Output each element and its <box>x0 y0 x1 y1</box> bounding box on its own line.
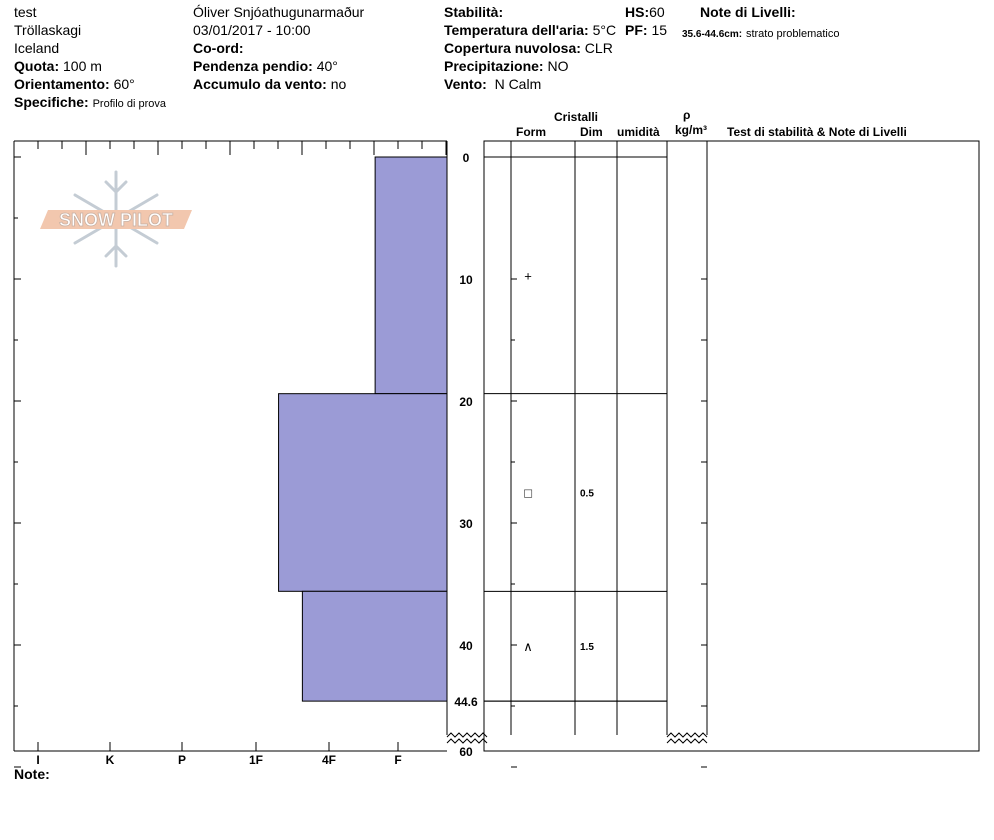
slope: Pendenza pendio: 40° <box>193 58 338 74</box>
grain-size-2: 0.5 <box>580 489 594 500</box>
grain-form-1: + <box>524 268 532 283</box>
logo-text: SNOW PILOT <box>59 210 173 230</box>
slope-label: Pendenza pendio: <box>193 58 313 74</box>
layer-bar-2 <box>278 393 448 592</box>
break-line-3 <box>666 732 708 738</box>
layer-note: 35.6-44.6cm: strato problematico <box>682 24 839 43</box>
specifics-value: Profilo di prova <box>92 98 166 110</box>
hardness-label-P: P <box>178 753 186 767</box>
break-line-2 <box>446 738 488 744</box>
slope-value: 40° <box>316 58 338 74</box>
depth-label: 10 <box>459 273 473 287</box>
grain-form-2: □ <box>524 486 532 501</box>
hardness-label-I: I <box>36 753 39 767</box>
hardness-label-4F: 4F <box>322 753 336 767</box>
observation-datetime: 03/01/2017 - 10:00 <box>193 22 311 38</box>
wind-loading-value: no <box>330 76 347 92</box>
elevation: Quota: 100 m <box>14 58 102 74</box>
wind-value: N Calm <box>494 76 542 92</box>
wind: Vento: N Calm <box>444 76 541 92</box>
pf-value: 15 <box>651 22 668 38</box>
specifics-label: Specifiche: <box>14 94 89 110</box>
wind-loading-label: Accumulo da vento: <box>193 76 327 92</box>
dim-header: Dim <box>580 125 603 139</box>
notes-label: Note: <box>14 766 50 782</box>
wind-loading: Accumulo da vento: no <box>193 76 346 92</box>
air-temperature: Temperatura dell'aria: 5°C <box>444 22 616 38</box>
cloud-label: Copertura nuvolosa: <box>444 40 581 56</box>
snowpilot-logo: SNOW PILOT <box>40 170 192 268</box>
stability-label: Stabilità: <box>444 4 504 20</box>
rho-header: ρ <box>683 108 691 122</box>
grain-size-3: 1.5 <box>580 642 594 653</box>
hs-label: HS: <box>625 4 650 20</box>
depth-label: 0 <box>463 151 470 165</box>
form-header: Form <box>516 125 546 139</box>
depth-label: 40 <box>459 639 473 653</box>
hardness-label-F: F <box>394 753 401 767</box>
grain-form-3: ∧ <box>523 639 533 654</box>
depth-label: 44.6 <box>454 695 478 709</box>
layer-note-range: 35.6-44.6cm: <box>682 29 743 40</box>
pf-label: PF: <box>625 22 648 38</box>
penetration-foot: PF: 15 <box>625 22 667 38</box>
air-temp-label: Temperatura dell'aria: <box>444 22 589 38</box>
hs-value: 60 <box>649 4 665 20</box>
break-line-1 <box>446 732 488 738</box>
air-temp-value: 5°C <box>592 22 617 38</box>
table-frame <box>483 140 980 752</box>
layer-note-text: strato problematico <box>745 28 840 40</box>
layer-notes-label: Note di Livelli: <box>700 4 796 20</box>
country-name: Iceland <box>14 40 60 56</box>
cloud-value: CLR <box>584 40 613 56</box>
stability-notes-header: Test di stabilità & Note di Livelli <box>727 125 907 139</box>
break-line-4 <box>666 738 708 744</box>
site-title: test <box>14 4 37 20</box>
region-name: Tröllaskagi <box>14 22 82 38</box>
cloud-cover: Copertura nuvolosa: CLR <box>444 40 613 56</box>
specifics: Specifiche: Profilo di prova <box>14 94 166 112</box>
wind-label: Vento: <box>444 76 487 92</box>
density-unit-header: kg/m³ <box>675 123 708 137</box>
depth-label: 20 <box>459 395 473 409</box>
layer-bar-3 <box>301 590 448 702</box>
coord-label: Co-ord: <box>193 40 244 56</box>
depth-label: 30 <box>459 517 473 531</box>
elevation-value: 100 m <box>63 58 102 74</box>
aspect: Orientamento: 60° <box>14 76 135 92</box>
hardness-label-K: K <box>106 753 115 767</box>
humidity-header: umidità <box>617 125 660 139</box>
elevation-label: Quota: <box>14 58 60 74</box>
crystals-header: Cristalli <box>554 110 599 124</box>
hardness-label-1F: 1F <box>249 753 263 767</box>
crystal-table: + □ 0.5 ∧ 1.5 <box>446 140 980 768</box>
layer-bar-1 <box>374 156 448 395</box>
precipitation: Precipitazione: NO <box>444 58 568 74</box>
precip-value: NO <box>547 58 569 74</box>
aspect-value: 60° <box>113 76 135 92</box>
aspect-label: Orientamento: <box>14 76 110 92</box>
snow-height: HS:60 <box>625 4 665 20</box>
precip-label: Precipitazione: <box>444 58 544 74</box>
observer-name: Óliver Snjóathugunarmaður <box>193 4 365 20</box>
hardness-plot: I K P 1F 4F F 0 10 20 30 40 44.6 60 <box>13 140 478 768</box>
depth-label: 60 <box>459 745 473 759</box>
